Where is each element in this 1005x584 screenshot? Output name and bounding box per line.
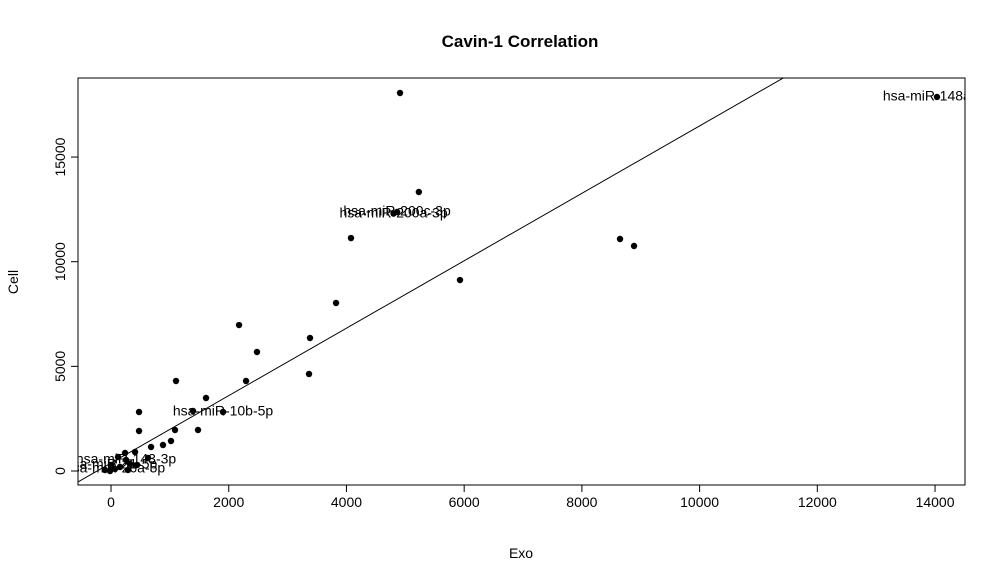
point [172,377,180,385]
point [456,276,464,284]
point [144,454,152,462]
x-axis-label: Exo [509,545,533,561]
point [114,453,122,461]
x-tick-label: 12000 [798,494,837,510]
point-label: hsa-miR-148a-3p [883,88,991,104]
point [124,466,132,474]
x-tick-label: 8000 [566,494,597,510]
point [116,463,124,471]
point [107,461,115,469]
point [126,460,134,468]
point [135,408,143,416]
x-tick-label: 2000 [213,494,244,510]
point [253,348,261,356]
plot-frame [77,77,966,486]
fit-line [78,78,785,483]
chart-title: Cavin-1 Correlation [442,32,599,51]
point-label: hsa-miR-143-3p [76,451,177,467]
y-axis-label: Cell [5,270,21,294]
point [135,427,143,435]
point [171,426,179,434]
point [122,456,130,464]
point [396,89,404,97]
point [167,437,175,445]
point-label: hsa-miR-26a-5p [65,460,166,476]
point [121,449,129,457]
point [111,465,119,473]
point-label: hsa-miR-200a-3p [339,204,447,220]
point [933,93,941,101]
x-tick-label: 0 [107,494,115,510]
x-tick-label: 14000 [916,494,955,510]
point [147,443,155,451]
point [101,466,109,474]
point [194,426,202,434]
point [131,448,139,456]
point [305,370,313,378]
point [219,408,227,416]
point [242,377,250,385]
point-label: hsa-miR-200c-3p [343,203,451,219]
point [616,235,624,243]
point-label: hsa-miR-10b-5p [173,403,274,419]
x-tick-label: 4000 [331,494,362,510]
y-tick-label: 15000 [52,137,68,176]
point [630,242,638,250]
point [390,210,397,217]
point [415,188,423,196]
point [202,394,210,402]
point [347,234,355,242]
point [235,321,243,329]
point [106,467,114,475]
point [306,334,314,342]
y-tick-label: 5000 [52,351,68,382]
y-tick-label: 0 [52,467,68,475]
x-tick-label: 10000 [680,494,719,510]
point [332,299,340,307]
x-tick-label: 6000 [449,494,480,510]
plot-area: hsa-miR-148a-3p hsa-miR-200c-3phsa-miR-20… [65,78,991,483]
point [159,441,167,449]
point [133,461,141,469]
y-tick-label: 10000 [52,242,68,281]
point [189,407,197,415]
